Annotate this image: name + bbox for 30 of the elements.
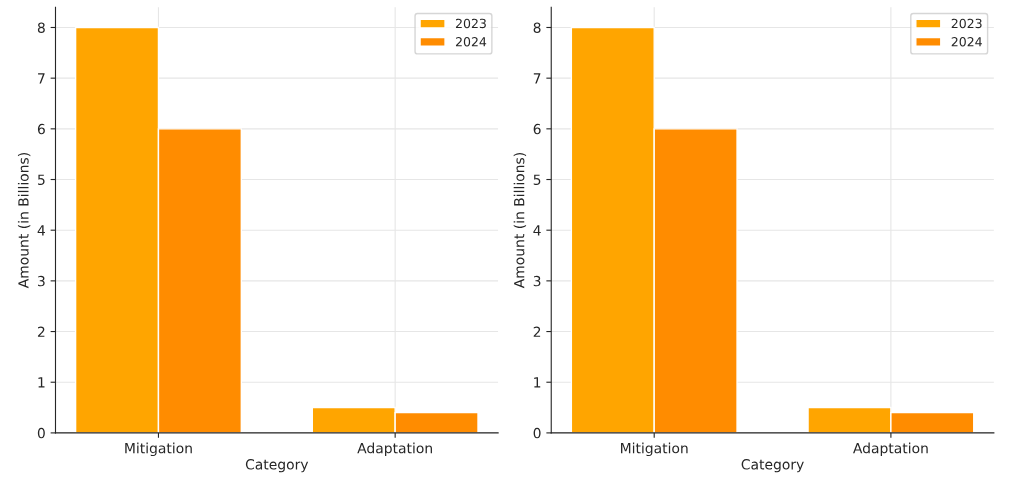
y-tick-label: 3	[533, 275, 541, 287]
y-tick-label: 7	[533, 73, 541, 84]
y-tick-label: 2	[37, 326, 45, 337]
y-tick-label: 5	[38, 174, 45, 185]
y-tick-label: 7	[38, 73, 45, 84]
x-tick-label: Mitigation	[125, 442, 192, 457]
y-axis-title: Amount (in Billions)	[513, 153, 527, 289]
y-tick-label: 8	[533, 22, 541, 33]
x-tick-label: Adaptation	[357, 442, 432, 457]
y-tick-label: 2	[533, 326, 541, 337]
y-tick-label: 6	[37, 123, 45, 135]
y-tick-label: 1	[534, 377, 541, 388]
legend-label: 2024	[951, 37, 982, 47]
y-tick-label: 5	[533, 174, 541, 185]
x-tick-label: Mitigation	[621, 442, 688, 457]
y-axis-title: Amount (in Billions)	[17, 153, 31, 289]
legend-label: 2023	[951, 18, 982, 29]
y-tick-label: 6	[533, 123, 541, 135]
y-tick-label: 8	[37, 22, 45, 33]
y-tick-label: 4	[533, 225, 541, 236]
x-axis-title: Category	[245, 459, 309, 473]
y-tick-label: 0	[533, 427, 541, 439]
legend-label: 2024	[455, 37, 487, 47]
y-tick-label: 1	[38, 377, 45, 388]
y-tick-label: 3	[38, 275, 45, 287]
y-tick-label: 4	[37, 225, 45, 236]
x-tick-label: Adaptation	[853, 442, 928, 457]
y-tick-label: 0	[37, 427, 45, 439]
x-axis-title: Category	[741, 459, 804, 473]
legend-label: 2023	[455, 18, 486, 29]
